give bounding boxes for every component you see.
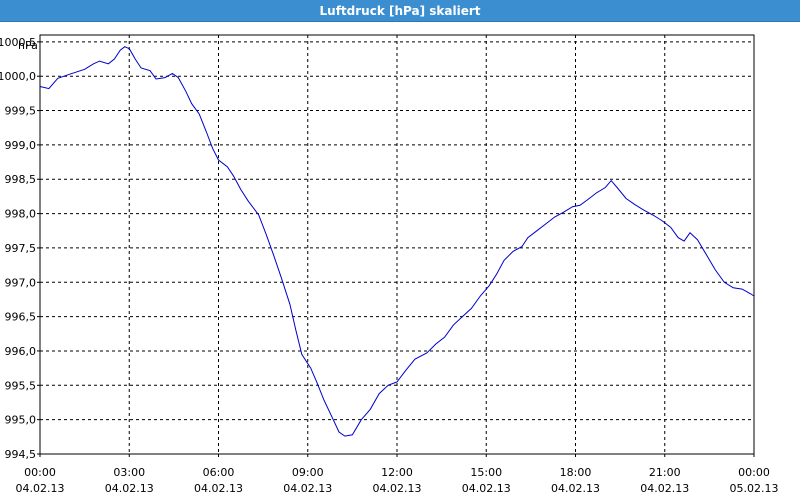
x-tick-time: 06:00 bbox=[203, 466, 235, 479]
y-tick-label: 995,5 bbox=[5, 379, 37, 392]
y-tick-label: 998,0 bbox=[5, 208, 37, 221]
x-tick-date: 04.02.13 bbox=[551, 482, 600, 495]
y-tick-label: 994,5 bbox=[5, 448, 37, 461]
y-tick-label: 996,0 bbox=[5, 345, 37, 358]
y-tick-label: 1000,0 bbox=[0, 70, 36, 83]
y-tick-label: 997,5 bbox=[5, 242, 37, 255]
x-tick-time: 12:00 bbox=[381, 466, 413, 479]
x-tick-date: 04.02.13 bbox=[640, 482, 689, 495]
series-layer bbox=[39, 46, 755, 437]
y-tick-label: 995,0 bbox=[5, 414, 37, 427]
x-tick-date: 04.02.13 bbox=[462, 482, 511, 495]
x-tick-time: 21:00 bbox=[649, 466, 681, 479]
y-tick-label: 998,5 bbox=[5, 173, 37, 186]
series-line bbox=[39, 46, 755, 437]
x-tick-date: 04.02.13 bbox=[16, 482, 65, 495]
x-tick-date: 05.02.13 bbox=[730, 482, 779, 495]
y-axis-ticks: 994,5 995,0 995,5 996,0 996,5 997,0 997,5 998,0… bbox=[0, 36, 40, 461]
x-tick-time: 18:00 bbox=[560, 466, 592, 479]
x-tick-time: 03:00 bbox=[113, 466, 145, 479]
x-tick-time: 09:00 bbox=[292, 466, 324, 479]
y-tick-label: 1000,5 bbox=[0, 36, 36, 49]
x-tick-time: 00:00 bbox=[738, 466, 770, 479]
x-tick-date: 04.02.13 bbox=[194, 482, 243, 495]
y-tick-label: 997,0 bbox=[5, 276, 37, 289]
window-title: Luftdruck [hPa] skaliert bbox=[319, 3, 481, 18]
x-tick-date: 04.02.13 bbox=[283, 482, 332, 495]
y-tick-label: 999,0 bbox=[5, 139, 37, 152]
window-title-bar: Luftdruck [hPa] skaliert bbox=[0, 0, 800, 22]
y-tick-label: 999,5 bbox=[5, 105, 37, 118]
y-axis-label: hPa bbox=[18, 39, 38, 52]
x-tick-date: 04.02.13 bbox=[105, 482, 154, 495]
x-axis-ticks: 00:00 04.02.13 03:00 04.02.13 06:00 04.02.13 0… bbox=[16, 454, 779, 495]
x-tick-time: 00:00 bbox=[24, 466, 56, 479]
chart-area: 994,5 995,0 995,5 996,0 996,5 997,0 997,5 998,0… bbox=[0, 22, 800, 500]
grid-lines bbox=[40, 35, 754, 454]
y-tick-label: 996,5 bbox=[5, 311, 37, 324]
line-chart: 994,5 995,0 995,5 996,0 996,5 997,0 997,5 998,0… bbox=[0, 34, 779, 495]
x-tick-time: 15:00 bbox=[470, 466, 502, 479]
x-tick-date: 04.02.13 bbox=[373, 482, 422, 495]
